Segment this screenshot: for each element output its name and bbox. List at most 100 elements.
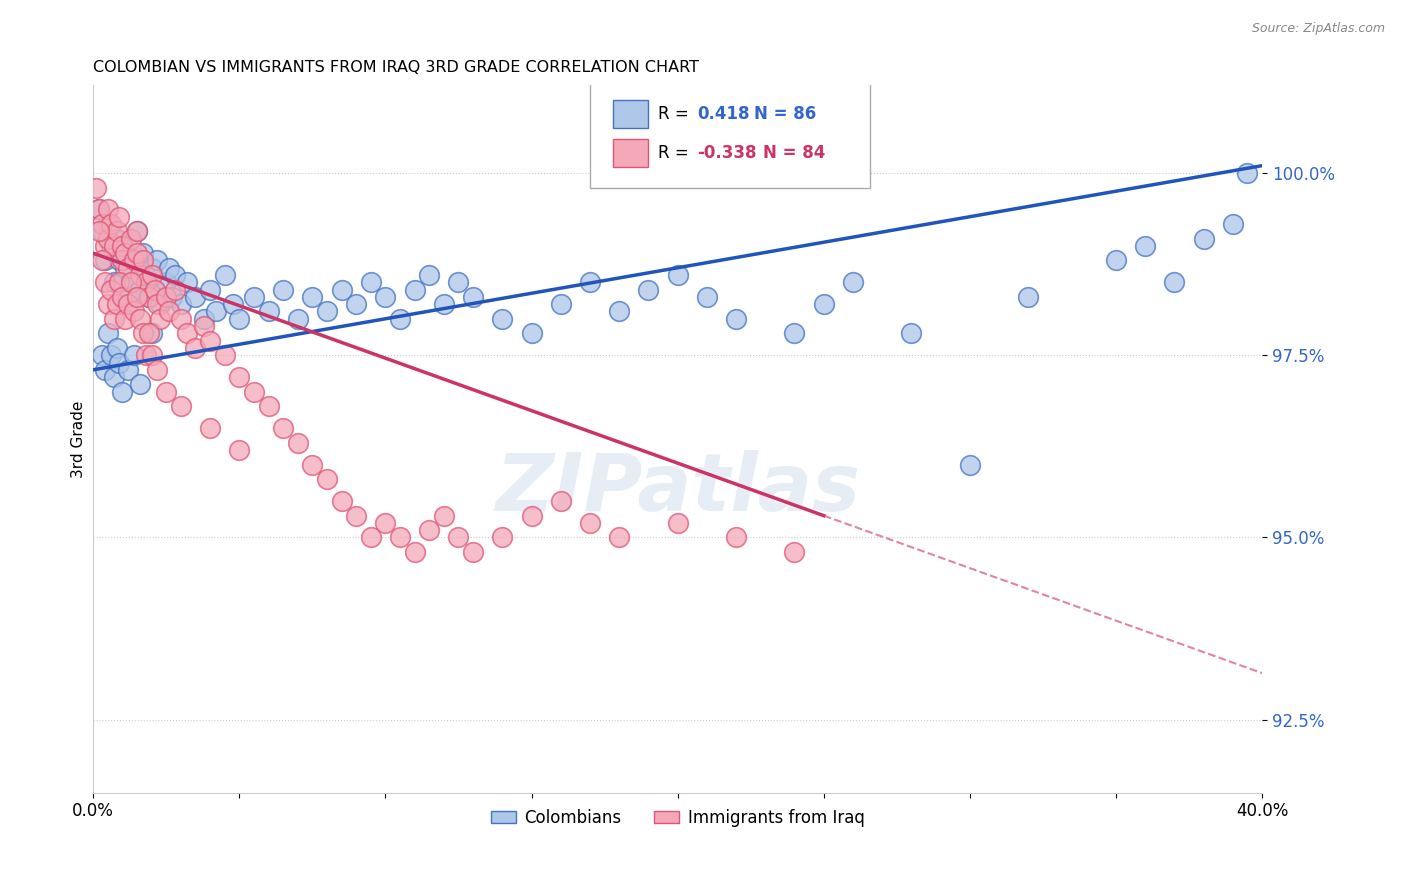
Point xyxy=(143,283,166,297)
Point xyxy=(271,421,294,435)
Point xyxy=(344,297,367,311)
Point xyxy=(461,290,484,304)
Point xyxy=(100,217,122,231)
Point xyxy=(143,283,166,297)
Point xyxy=(725,531,748,545)
Text: ZIPatlas: ZIPatlas xyxy=(495,450,860,527)
Point xyxy=(117,297,139,311)
Point xyxy=(491,311,513,326)
Point xyxy=(550,494,572,508)
Point xyxy=(330,283,353,297)
Point xyxy=(125,224,148,238)
Point xyxy=(105,231,128,245)
Point xyxy=(111,239,134,253)
Point xyxy=(94,253,117,268)
Point xyxy=(433,297,456,311)
Point xyxy=(129,268,152,282)
Text: R =: R = xyxy=(658,144,693,161)
Point xyxy=(198,283,221,297)
FancyBboxPatch shape xyxy=(591,82,870,188)
Point xyxy=(418,268,440,282)
Point xyxy=(129,283,152,297)
Point xyxy=(579,276,602,290)
Point xyxy=(1105,253,1128,268)
Point xyxy=(287,435,309,450)
Point xyxy=(228,442,250,457)
Point xyxy=(146,363,169,377)
Point xyxy=(193,319,215,334)
Point xyxy=(214,348,236,362)
Point xyxy=(520,326,543,341)
Point xyxy=(344,508,367,523)
Point xyxy=(433,508,456,523)
Point xyxy=(97,202,120,217)
Point xyxy=(176,276,198,290)
Point xyxy=(198,421,221,435)
Point xyxy=(1133,239,1156,253)
Point xyxy=(114,260,136,275)
Point xyxy=(389,531,412,545)
Text: N = 84: N = 84 xyxy=(763,144,825,161)
Point xyxy=(696,290,718,304)
Point xyxy=(132,246,155,260)
Point xyxy=(900,326,922,341)
Point xyxy=(87,202,110,217)
Point xyxy=(205,304,228,318)
Point xyxy=(155,384,177,399)
Point xyxy=(87,202,110,217)
Point xyxy=(157,304,180,318)
Point xyxy=(108,210,131,224)
Point xyxy=(813,297,835,311)
Point xyxy=(141,348,163,362)
Point xyxy=(316,472,339,486)
Point xyxy=(103,311,125,326)
Legend: Colombians, Immigrants from Iraq: Colombians, Immigrants from Iraq xyxy=(484,803,872,834)
Point xyxy=(117,290,139,304)
Point xyxy=(243,384,266,399)
Point xyxy=(135,268,157,282)
Point xyxy=(959,458,981,472)
Point xyxy=(783,545,806,559)
Point xyxy=(404,545,426,559)
Point xyxy=(243,290,266,304)
Point xyxy=(160,290,183,304)
Point xyxy=(125,224,148,238)
Point xyxy=(135,276,157,290)
Point xyxy=(141,326,163,341)
Point xyxy=(100,283,122,297)
Point xyxy=(287,311,309,326)
Point xyxy=(111,290,134,304)
Point xyxy=(360,276,382,290)
Point xyxy=(125,253,148,268)
Point xyxy=(360,531,382,545)
Point xyxy=(666,268,689,282)
Point xyxy=(579,516,602,530)
Point xyxy=(108,355,131,369)
Point xyxy=(108,276,131,290)
Point xyxy=(330,494,353,508)
Point xyxy=(170,399,193,413)
Point xyxy=(389,311,412,326)
Point xyxy=(447,531,470,545)
Point xyxy=(228,370,250,384)
Point xyxy=(94,363,117,377)
Point xyxy=(257,304,280,318)
Point xyxy=(1017,290,1039,304)
Point xyxy=(146,253,169,268)
Point xyxy=(1192,231,1215,245)
Point xyxy=(725,311,748,326)
Point xyxy=(404,283,426,297)
Point xyxy=(447,276,470,290)
Point xyxy=(132,253,155,268)
Point xyxy=(132,326,155,341)
Point xyxy=(170,297,193,311)
Point xyxy=(228,311,250,326)
Point xyxy=(84,180,107,194)
Point xyxy=(1236,166,1258,180)
Point xyxy=(193,311,215,326)
Point xyxy=(129,311,152,326)
Point xyxy=(97,297,120,311)
Point xyxy=(141,260,163,275)
Text: R =: R = xyxy=(658,104,693,123)
FancyBboxPatch shape xyxy=(613,138,648,167)
